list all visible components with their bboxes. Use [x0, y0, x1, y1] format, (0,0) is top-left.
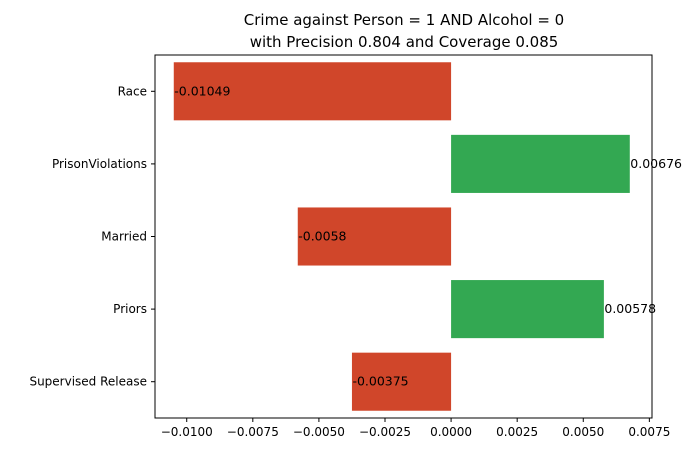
- x-tick-label: 0.0075: [628, 425, 670, 439]
- x-tick-label: −0.0050: [293, 425, 345, 439]
- x-tick-label: 0.0000: [430, 425, 472, 439]
- bar-value-label: -0.00375: [352, 374, 408, 389]
- bar-prisonviolations: [451, 134, 630, 193]
- x-tick-label: −0.0100: [161, 425, 213, 439]
- bar-value-label: 0.00676: [630, 156, 682, 171]
- bar-married: [297, 207, 452, 266]
- plot-frame: [154, 54, 653, 419]
- bars-group: -0.01049 0.00676 -0.0058 0.00578 -0.00375: [173, 62, 682, 411]
- y-tick-label: Priors: [113, 302, 147, 316]
- bar-priors: [451, 280, 604, 339]
- x-tick-label: −0.0025: [359, 425, 411, 439]
- x-tick-label: 0.0050: [562, 425, 604, 439]
- bar-value-label: -0.0058: [298, 229, 346, 244]
- y-tick-labels: Race PrisonViolations Married Priors Supervi…: [29, 84, 155, 389]
- y-tick-label: Supervised Release: [29, 375, 147, 389]
- y-tick-label: Race: [118, 84, 147, 98]
- bar-supervised-release: [351, 352, 452, 411]
- bar-value-label: -0.01049: [174, 83, 230, 98]
- y-tick-label: Married: [101, 230, 147, 244]
- chart-title-line1: Crime against Person = 1 AND Alcohol = 0: [244, 11, 564, 29]
- x-ticks: −0.0100 −0.0075 −0.0050 −0.0025 0.0000 0.0025…: [161, 418, 670, 439]
- x-tick-label: 0.0025: [496, 425, 538, 439]
- chart-title-line2: with Precision 0.804 and Coverage 0.085: [250, 33, 559, 51]
- bar-race: [173, 62, 452, 121]
- y-tick-label: PrisonViolations: [52, 157, 147, 171]
- bar-value-label: 0.00578: [604, 301, 656, 316]
- x-tick-label: −0.0075: [227, 425, 279, 439]
